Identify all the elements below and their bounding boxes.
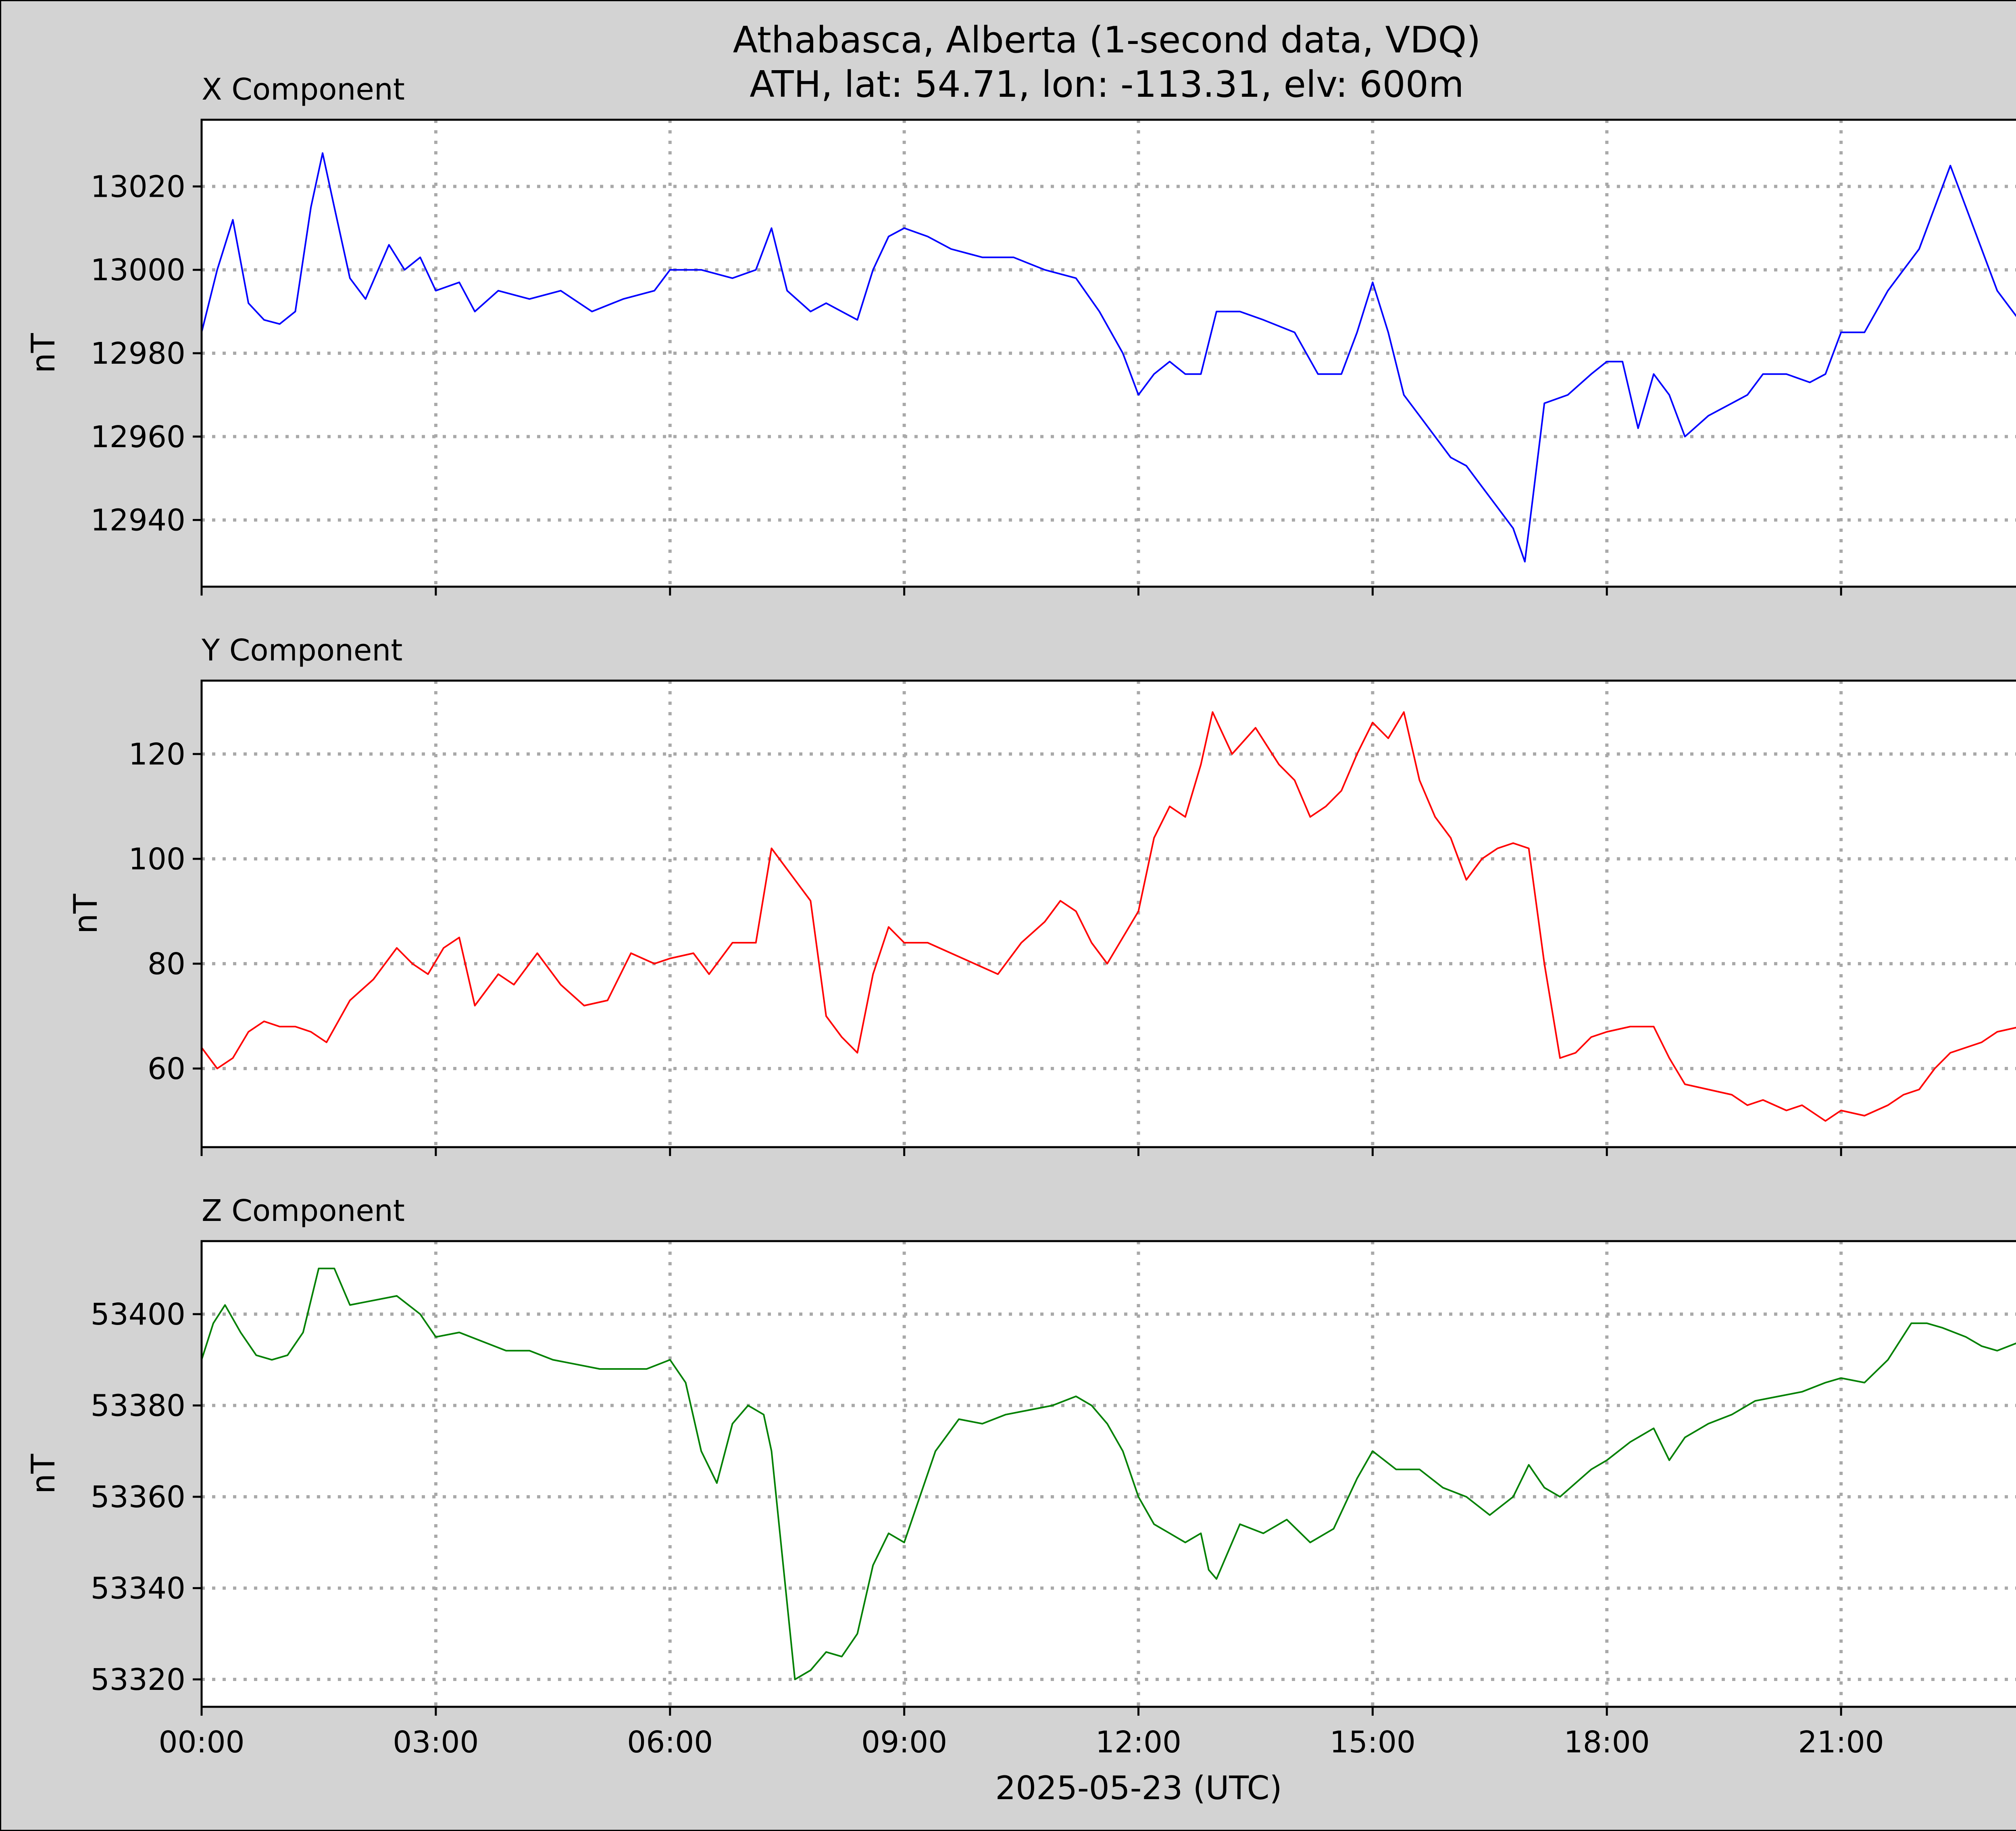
y-series-line [201,711,2016,1122]
y-plot-area [202,681,2016,1147]
y-ytick-label-1: 80 [148,947,185,981]
xtick-label-7: 21:00 [1798,1725,1884,1760]
y-y-axis-label: nT [67,894,104,934]
y-component-panel: 60 80 100 120 Y Component nT [67,633,2016,1156]
x-series-line [201,152,2016,562]
x-component-panel: 12940 12960 12980 13000 13020 X Component nT [25,72,2016,596]
x-axis-label: 2025-05-23 (UTC) [995,1769,1282,1807]
y-ytick-label-2: 100 [129,842,185,877]
x-component-title: X Component [202,72,405,107]
x-ytick-label-4: 13020 [91,169,185,204]
x-ytick-label-2: 12980 [91,336,185,371]
z-y-axis-label: nT [25,1454,62,1494]
figure-title-line2: ATH, lat: 54.71, lon: -113.31, elv: 600m [750,63,1464,106]
xtick-label-4: 12:00 [1095,1725,1181,1760]
z-series-line [201,1267,2016,1681]
xtick-label-6: 18:00 [1564,1725,1650,1760]
x-y-axis-label: nT [25,333,62,373]
y-ytick-label-0: 60 [148,1052,185,1086]
x-ytick-label-1: 12960 [91,420,185,454]
z-ytick-label-0: 53320 [91,1662,185,1697]
y-component-title: Y Component [201,633,402,668]
xtick-label-0: 00:00 [158,1725,244,1760]
figure-title-line1: Athabasca, Alberta (1-second data, VDQ) [733,19,1481,61]
z-component-panel: 53320 53340 53360 53380 53400 00:00 03:00 06:00… [25,1194,2016,1760]
z-ytick-label-2: 53360 [91,1480,185,1514]
z-component-title: Z Component [202,1194,405,1228]
x-ytick-label-3: 13000 [91,253,185,287]
xtick-label-1: 03:00 [393,1725,479,1760]
xtick-label-5: 15:00 [1330,1725,1416,1760]
xtick-label-2: 06:00 [627,1725,713,1760]
z-plot-area [202,1241,2016,1707]
y-ytick-label-3: 120 [129,737,185,772]
x-ytick-label-0: 12940 [91,503,185,538]
z-ytick-label-1: 53340 [91,1571,185,1606]
xtick-label-3: 09:00 [861,1725,947,1760]
z-ytick-label-4: 53400 [91,1297,185,1332]
z-ytick-label-3: 53380 [91,1389,185,1423]
